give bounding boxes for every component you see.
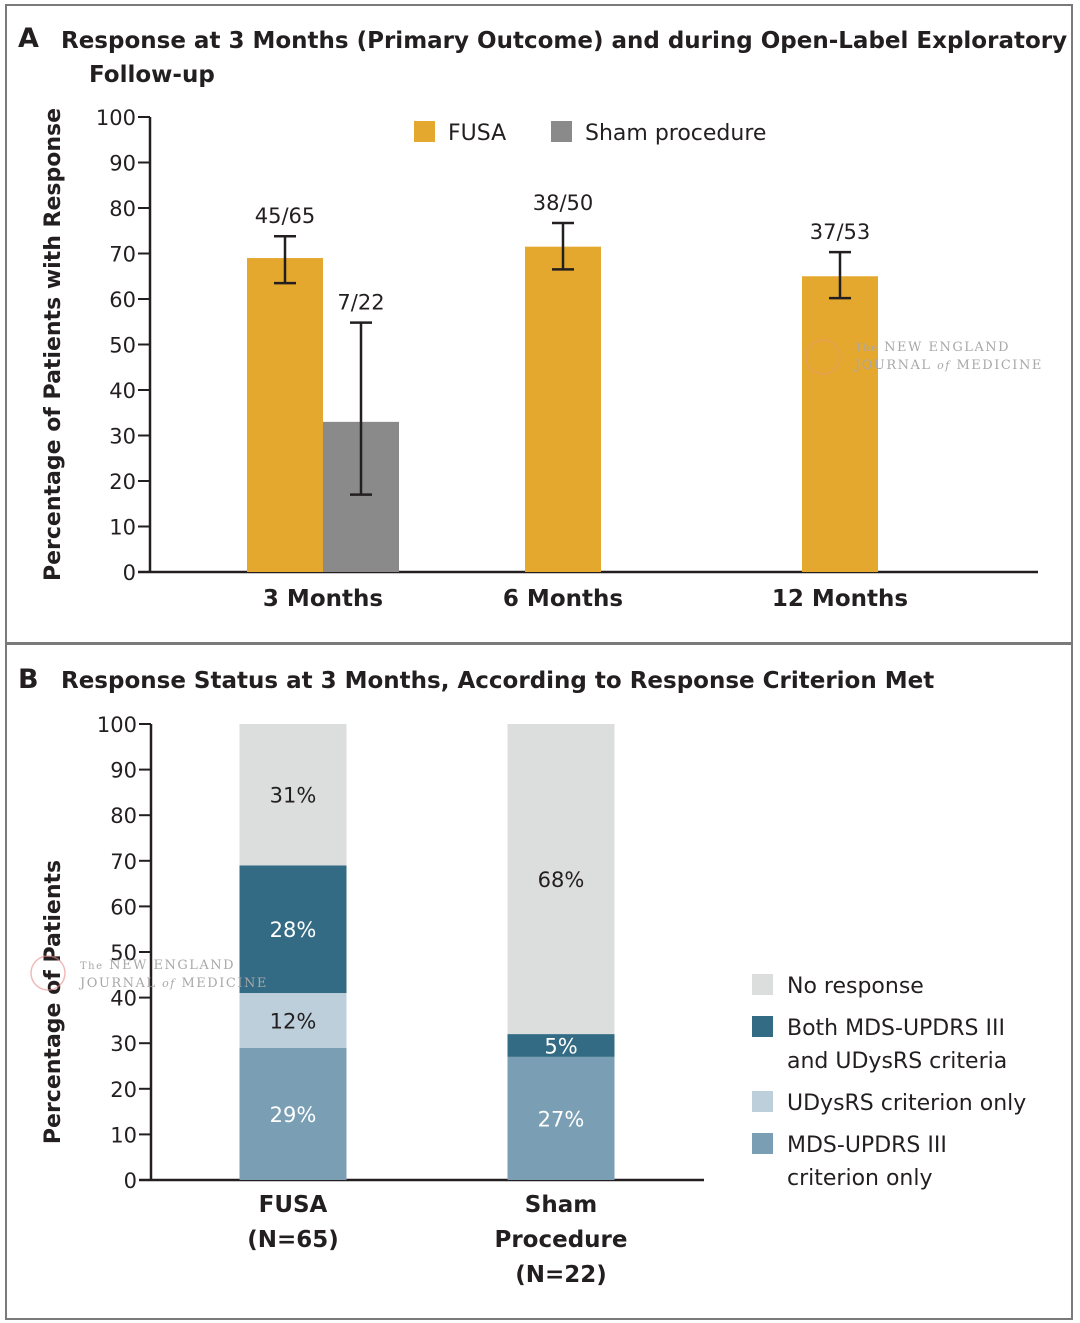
y-tick-label: 40 [110, 987, 137, 1011]
stacked-bar-segment [507, 1034, 615, 1057]
panel-b-letter: B [18, 664, 39, 695]
bar [802, 276, 878, 572]
data-label: 38/50 [533, 191, 594, 215]
y-tick-label: 70 [110, 850, 137, 874]
y-tick-label: 80 [109, 197, 136, 221]
segment-label: 68% [538, 868, 585, 892]
y-tick-label: 50 [109, 334, 136, 358]
segment-label: 27% [538, 1107, 585, 1131]
y-tick-label: 100 [96, 106, 136, 130]
stacked-bar-segment [239, 724, 347, 866]
legend-swatch [752, 974, 773, 995]
y-tick-label: 10 [109, 516, 136, 540]
x-category-label: Procedure [494, 1227, 627, 1253]
legend-label: Sham procedure [585, 121, 766, 146]
x-category-label: (N=22) [515, 1262, 607, 1288]
legend-label: Both MDS-UPDRS III [787, 1016, 1005, 1041]
y-tick-label: 10 [110, 1123, 137, 1147]
panel-a-title-line2: Follow-up [89, 62, 215, 88]
legend-label: No response [787, 974, 924, 999]
data-label: 37/53 [810, 220, 871, 244]
x-category-label: 3 Months [263, 586, 383, 612]
nejm-seal-icon [30, 955, 66, 991]
svg-text:JOURNAL of MEDICINE: JOURNAL of MEDICINE [78, 976, 268, 991]
bar [247, 258, 323, 572]
chart-b: 0 10 20 30 40 50 60 70 80 90 100 Percentage of Pati… [41, 713, 1026, 1288]
panel-a-letter: A [18, 23, 39, 54]
nejm-seal-icon [805, 339, 841, 375]
y-tick-label: 50 [110, 941, 137, 965]
y-tick-label: 30 [110, 1032, 137, 1056]
panel-a-title: Response at 3 Months (Primary Outcome) a… [61, 28, 1067, 54]
chart-a: 0 10 20 30 40 50 60 70 80 90 100 Percentage of Pati… [41, 106, 1038, 612]
y-tick-label: 0 [123, 561, 136, 585]
legend-label: MDS-UPDRS III [787, 1133, 947, 1158]
segment-label: 28% [270, 918, 317, 942]
svg-text:The NEW ENGLAND: The NEW ENGLAND [855, 340, 1010, 355]
x-category-label: 6 Months [503, 586, 623, 612]
y-tick-label: 30 [109, 425, 136, 449]
stacked-bar-segment [239, 1047, 347, 1180]
y-tick-label: 60 [110, 895, 137, 919]
stacked-bar-segment [507, 1056, 615, 1180]
stacked-bar-segment [507, 724, 615, 1035]
legend-label: FUSA [448, 121, 506, 146]
legend-swatch [752, 1091, 773, 1112]
x-category-label: (N=65) [247, 1227, 339, 1253]
legend-swatch [752, 1016, 773, 1037]
x-category-label: FUSA [259, 1192, 328, 1218]
legend-label: UDysRS criterion only [787, 1091, 1026, 1116]
y-tick-label: 40 [109, 379, 136, 403]
x-category-label: 12 Months [772, 586, 908, 612]
watermark-a: The NEW ENGLAND JOURNAL of MEDICINE [805, 339, 1043, 375]
segment-label: 5% [544, 1034, 577, 1058]
panel-b-title: Response Status at 3 Months, According t… [61, 668, 934, 694]
y-axis-title: Percentage of Patients with Response [41, 108, 66, 581]
bar [525, 246, 601, 573]
data-label: 45/65 [255, 204, 316, 228]
y-tick-label: 20 [110, 1078, 137, 1102]
watermark-b: The NEW ENGLAND JOURNAL of MEDICINE [30, 955, 268, 991]
legend-label: criterion only [787, 1166, 933, 1191]
segment-label: 12% [270, 1009, 317, 1033]
y-tick-label: 20 [109, 470, 136, 494]
legend-swatch [752, 1133, 773, 1154]
svg-text:JOURNAL of MEDICINE: JOURNAL of MEDICINE [853, 358, 1043, 373]
stacked-bar-segment [239, 993, 347, 1048]
y-tick-label: 70 [109, 243, 136, 267]
y-tick-label: 90 [110, 759, 137, 783]
y-tick-label: 0 [124, 1169, 137, 1193]
y-tick-label: 80 [110, 804, 137, 828]
segment-label: 31% [270, 784, 317, 808]
y-tick-label: 90 [109, 152, 136, 176]
y-tick-label: 100 [97, 713, 137, 737]
data-label: 7/22 [337, 291, 384, 315]
segment-label: 29% [270, 1103, 317, 1127]
svg-text:The NEW ENGLAND: The NEW ENGLAND [80, 958, 235, 973]
y-tick-label: 60 [109, 288, 136, 312]
x-category-label: Sham [525, 1192, 597, 1218]
legend-label: and UDysRS criteria [787, 1049, 1007, 1074]
legend-swatch [414, 121, 435, 142]
stacked-bar-segment [239, 865, 347, 994]
legend-swatch [551, 121, 572, 142]
y-axis-title: Percentage of Patients [41, 860, 66, 1144]
